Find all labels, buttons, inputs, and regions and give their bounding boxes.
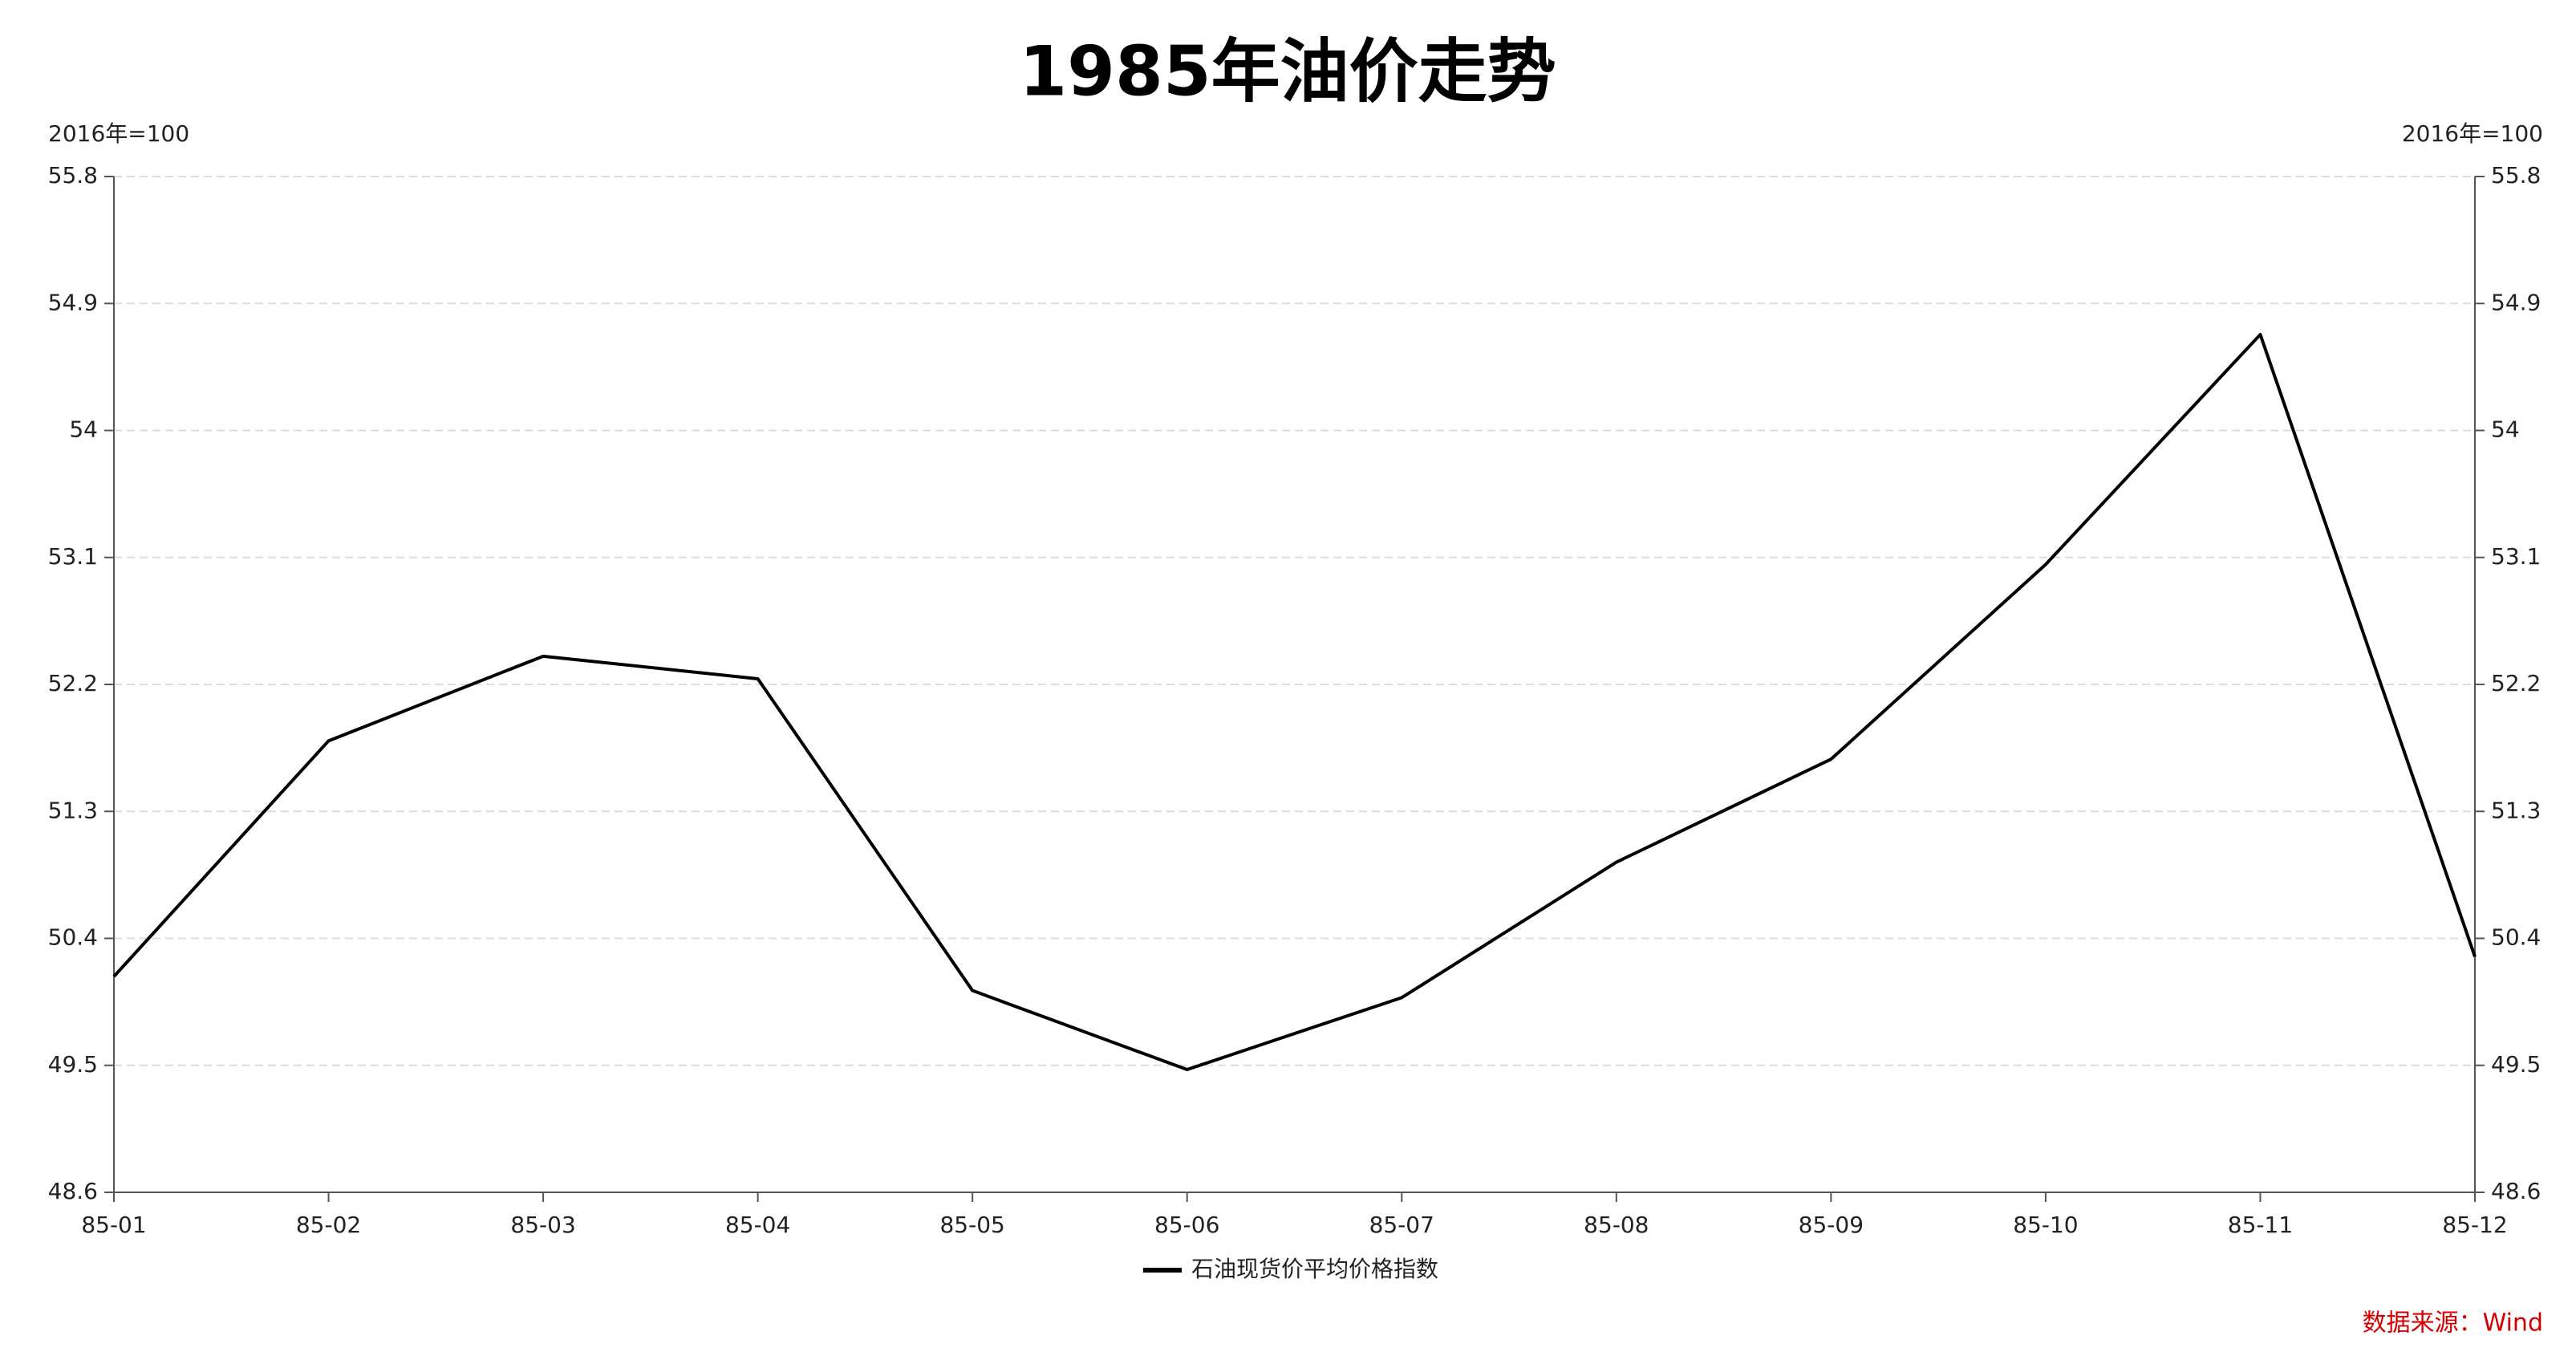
y-tick-label: 54.9: [48, 289, 98, 315]
x-tick-label: 85-04: [725, 1212, 790, 1238]
y-tick-label: 55.8: [48, 162, 98, 189]
x-tick-label: 85-10: [2013, 1212, 2078, 1238]
y2-tick-label: 48.6: [2491, 1178, 2541, 1204]
y-tick-label: 54: [69, 416, 98, 443]
x-tick-label: 85-03: [510, 1212, 575, 1238]
y2-tick-label: 49.5: [2491, 1051, 2541, 1078]
y-tick-label: 53.1: [48, 543, 98, 570]
y2-tick-label: 50.4: [2491, 924, 2541, 951]
x-tick-label: 85-06: [1154, 1212, 1219, 1238]
y-tick-label: 49.5: [48, 1051, 98, 1078]
y-tick-label: 52.2: [48, 670, 98, 696]
x-tick-label: 85-08: [1584, 1212, 1649, 1238]
y2-tick-label: 52.2: [2491, 670, 2541, 696]
y2-tick-label: 54.9: [2491, 289, 2541, 315]
legend-label: 石油现货价平均价格指数: [1191, 1256, 1438, 1282]
y2-axis-label: 2016年=100: [2402, 120, 2543, 147]
y-tick-label: 50.4: [48, 924, 98, 951]
y-axis-label: 2016年=100: [48, 120, 189, 147]
x-tick-label: 85-05: [939, 1212, 1004, 1238]
y2-tick-label: 54: [2491, 416, 2520, 443]
x-tick-label: 85-09: [1799, 1212, 1864, 1238]
source-note: 数据来源：Wind: [2363, 1309, 2543, 1338]
y2-tick-label: 53.1: [2491, 543, 2541, 570]
x-tick-label: 85-02: [296, 1212, 361, 1238]
y-tick-label: 48.6: [48, 1178, 98, 1204]
y-tick-label: 51.3: [48, 797, 98, 823]
chart-title: 1985年油价走势: [1019, 31, 1556, 112]
x-tick-label: 85-01: [81, 1212, 146, 1238]
x-tick-label: 85-12: [2442, 1212, 2507, 1238]
x-tick-label: 85-11: [2228, 1212, 2293, 1238]
y2-tick-label: 51.3: [2491, 797, 2541, 823]
y2-tick-label: 55.8: [2491, 162, 2541, 189]
line-series: [112, 332, 2477, 1072]
x-tick-label: 85-07: [1369, 1212, 1434, 1238]
